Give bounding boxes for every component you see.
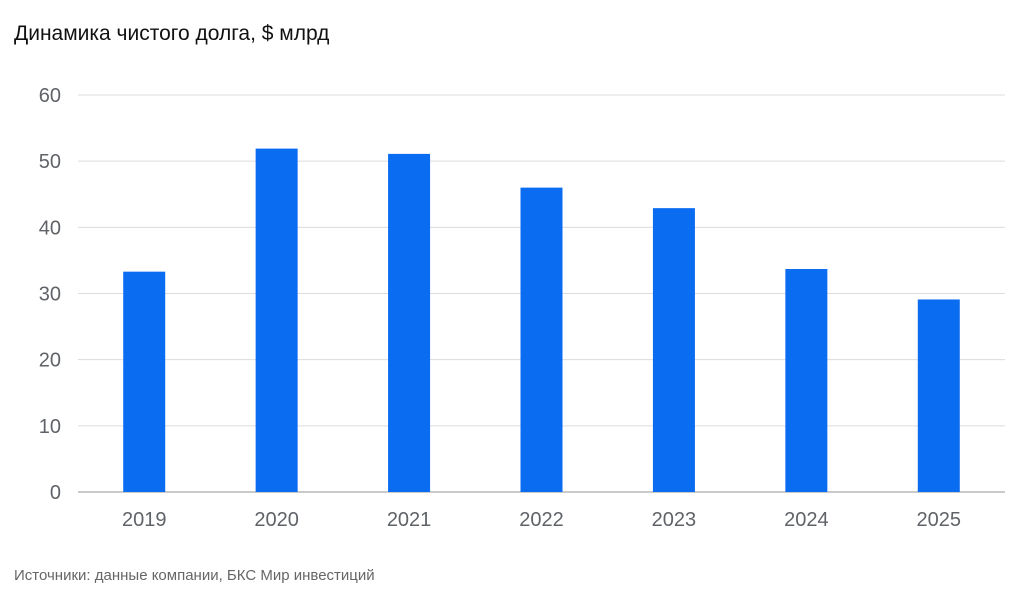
y-tick-label: 30: [39, 284, 61, 306]
x-tick-label: 2025: [917, 509, 962, 531]
x-tick-label: 2023: [652, 509, 697, 531]
bars: [123, 148, 960, 492]
y-tick-label: 0: [50, 482, 61, 504]
x-tick-label: 2021: [387, 509, 432, 531]
bar-2025: [917, 299, 960, 492]
y-tick-label: 20: [39, 350, 61, 372]
bar-2020: [255, 148, 298, 492]
chart-title: Динамика чистого долга, $ млрд: [14, 22, 330, 45]
x-axis-ticks: 2019 2020 2021 2022 2023 2024 2025: [122, 509, 961, 531]
source-note: Источники: данные компании, БКС Мир инве…: [14, 567, 375, 584]
y-axis-ticks: 0 10 20 30 40 50 60: [39, 85, 61, 504]
bar-2022: [520, 187, 563, 492]
y-tick-label: 50: [39, 151, 61, 173]
y-tick-label: 60: [39, 85, 61, 107]
x-tick-label: 2020: [254, 509, 299, 531]
bar-2024: [785, 269, 828, 492]
bar-2019: [123, 271, 166, 492]
bar-2023: [652, 208, 695, 492]
y-tick-label: 10: [39, 416, 61, 438]
bar-2021: [388, 153, 431, 492]
y-tick-label: 40: [39, 217, 61, 239]
x-tick-label: 2019: [122, 509, 167, 531]
x-tick-label: 2022: [519, 509, 564, 531]
x-tick-label: 2024: [784, 509, 829, 531]
